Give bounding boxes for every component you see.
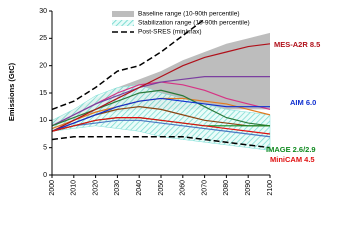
series-line <box>51 97 270 132</box>
series-line <box>51 117 271 135</box>
page: {"chart_data": {"type": "line", "ylabel"… <box>6 7 321 196</box>
envelope-line <box>51 18 206 111</box>
legend-swatch <box>112 20 134 26</box>
legend-label: Post-SRES (min/max) <box>138 29 202 36</box>
x-tick-label: 2070 <box>201 180 208 196</box>
series-line <box>51 119 271 138</box>
y-tick-label: 25 <box>39 35 47 42</box>
series-line <box>51 89 271 127</box>
x-tick-label: 2030 <box>114 180 121 196</box>
y-tick-label: 15 <box>39 90 47 97</box>
y-axis-label: Emissions (GtC) <box>7 62 16 121</box>
y-tick-label: 20 <box>39 63 47 70</box>
series-line <box>51 76 270 127</box>
x-tick-label: 2040 <box>136 180 143 196</box>
series-label: MiniCAM 4.5 <box>270 155 315 164</box>
x-tick-label: 2090 <box>245 180 252 196</box>
legend-swatch <box>112 11 134 17</box>
y-tick-label: 0 <box>43 172 47 179</box>
chart: Emissions (GtC) 0 5 10 15 20 25 30 2000 2010 2020… <box>7 8 320 196</box>
x-tick-label: 2080 <box>223 180 230 196</box>
x-tick-label: 2060 <box>180 180 187 196</box>
envelope-line <box>51 135 271 149</box>
series-label: MES-A2R 8.5 <box>274 40 320 49</box>
legend-label: Baseline range (10-90th percentile) <box>138 11 240 18</box>
y-tick-label: 30 <box>39 8 47 15</box>
series-label: AIM 6.0 <box>290 98 316 107</box>
y-tick-label: 10 <box>39 117 47 124</box>
series-line <box>51 43 271 132</box>
x-tick-label: 2020 <box>92 180 99 196</box>
range-band <box>51 84 271 151</box>
series-label: IMAGE 2.6/2.9 <box>266 145 316 154</box>
x-tick-label: 2100 <box>267 180 274 196</box>
x-tick-label: 2000 <box>49 180 56 196</box>
x-tick-label: 2050 <box>158 180 165 196</box>
x-tick-label: 2010 <box>71 180 78 196</box>
legend-label: Stabilization range (10-90th percentile) <box>138 20 250 27</box>
y-tick-label: 5 <box>43 145 47 152</box>
